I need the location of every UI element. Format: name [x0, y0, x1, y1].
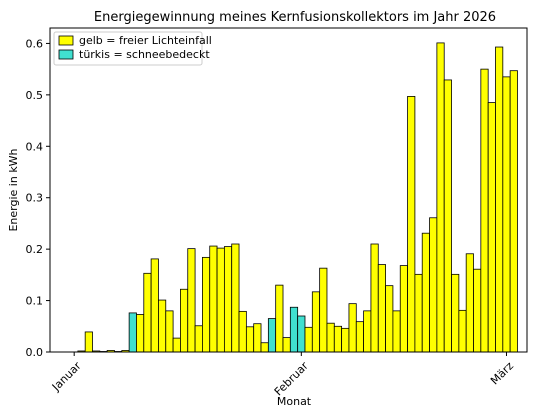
bar-day-17 — [187, 248, 196, 353]
bar-day-19 — [202, 256, 211, 353]
bar-day-47 — [407, 96, 416, 353]
y-tick-label: 0.3 — [26, 192, 44, 205]
bar-day-36 — [326, 322, 335, 353]
bar-day-45 — [392, 310, 401, 353]
chart-title: Energiegewinnung meines Kernfusionskolle… — [94, 10, 496, 25]
x-axis-label: Monat — [277, 395, 312, 408]
bar-day-44 — [385, 285, 394, 353]
bar-day-54 — [458, 309, 467, 353]
y-axis: 0.0 0.1 0.2 0.3 0.4 0.5 0.6 — [26, 37, 50, 359]
legend-label-snow: türkis = schneebedeckt — [79, 48, 210, 61]
bar-day-21 — [216, 247, 225, 353]
bar-day-59 — [495, 46, 504, 353]
bar-day-26 — [253, 323, 262, 353]
bar-day-41 — [363, 310, 372, 353]
bar-day-61 — [509, 70, 518, 353]
bar-day-39 — [348, 303, 357, 353]
bar-day-31 — [289, 306, 299, 353]
bar-day-35 — [319, 267, 328, 353]
bar-day-49 — [421, 232, 430, 353]
bar-day-53 — [451, 273, 460, 353]
bar-day-51 — [436, 42, 445, 353]
bar-day-46 — [399, 265, 408, 353]
legend-label-free: gelb = freier Lichteinfall — [79, 34, 212, 47]
legend: gelb = freier Lichteinfall türkis = schn… — [53, 31, 212, 66]
bar-day-29 — [275, 284, 284, 353]
bar-day-43 — [377, 264, 386, 353]
bar-day-37 — [333, 325, 343, 353]
bar-day-32 — [297, 315, 306, 353]
bar-day-33 — [304, 326, 313, 353]
legend-swatch-free — [58, 35, 74, 46]
bar-day-56 — [473, 268, 482, 353]
legend-box — [53, 31, 203, 66]
bar-day-50 — [429, 217, 438, 353]
y-tick-label: 0.2 — [26, 243, 44, 256]
bar-day-11 — [143, 272, 152, 353]
bar-day-60 — [502, 76, 511, 353]
bar-day-34 — [311, 291, 321, 353]
bar-day-14 — [165, 310, 174, 353]
bar-day-13 — [158, 299, 167, 353]
legend-swatch-snow — [58, 49, 74, 60]
bar-day-24 — [238, 310, 247, 353]
bar-day-52 — [443, 79, 452, 353]
bar-day-30 — [282, 337, 291, 353]
bar-day-25 — [245, 326, 255, 353]
plot-frame — [49, 27, 528, 353]
y-tick-label: 0.0 — [26, 346, 44, 359]
bar-day-3 — [84, 331, 93, 353]
bar-day-42 — [370, 243, 379, 353]
bar-day-18 — [194, 325, 203, 353]
bar-day-55 — [465, 253, 474, 353]
y-axis-label: Energie in kWh — [7, 148, 20, 231]
bar-day-22 — [223, 246, 233, 353]
bar-day-40 — [355, 321, 365, 353]
bar-day-23 — [231, 243, 240, 353]
y-tick-label: 0.1 — [26, 295, 44, 308]
bar-day-20 — [209, 245, 218, 353]
bar-day-12 — [150, 258, 159, 353]
bar-day-58 — [487, 102, 496, 353]
bar-day-10 — [136, 314, 145, 353]
bar-day-57 — [480, 68, 489, 353]
y-tick-label: 0.6 — [26, 37, 44, 50]
bar-day-15 — [172, 337, 181, 353]
bar-day-27 — [260, 342, 269, 353]
y-tick-label: 0.5 — [26, 89, 44, 102]
bar-day-16 — [180, 288, 189, 353]
bar-day-28 — [267, 318, 277, 353]
y-tick-label: 0.4 — [26, 140, 44, 153]
bar-day-9 — [128, 312, 137, 353]
bar-day-48 — [414, 273, 423, 353]
bar-day-38 — [341, 327, 350, 353]
